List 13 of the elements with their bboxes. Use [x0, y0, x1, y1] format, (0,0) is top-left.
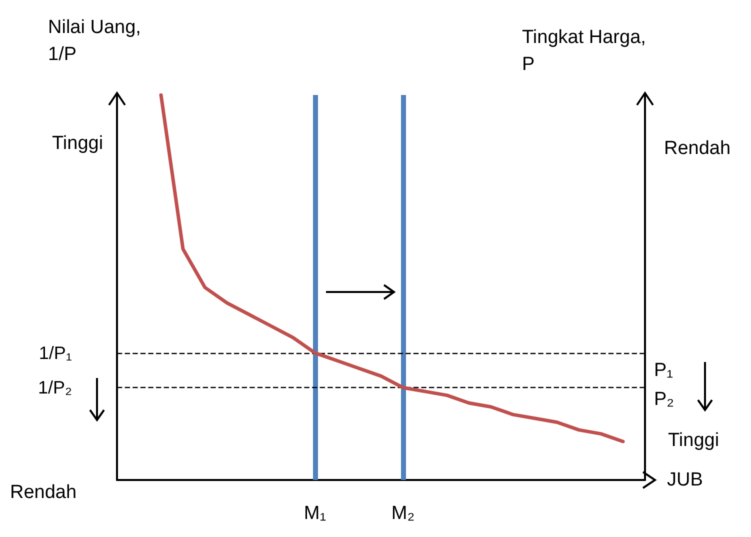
y-axis-title: Nilai Uang, 1/P [48, 16, 141, 67]
text: Rendah [664, 138, 731, 160]
x-tick-label: M₁ [304, 503, 326, 524]
text: P₂ [654, 389, 674, 411]
text: Tinggi [52, 133, 104, 155]
x-axis-title: JUB [667, 470, 703, 490]
text: P₁ [654, 360, 674, 382]
ref-line-label: 1/P₁ [38, 342, 72, 363]
y2-axis-title: Tingkat Harga, P [522, 26, 646, 77]
text: Rendah [10, 482, 77, 504]
x-tick-label: M₂ [391, 503, 415, 524]
text: Tinggi [668, 430, 720, 452]
ref-line-label: 1/P₂ [38, 378, 72, 398]
